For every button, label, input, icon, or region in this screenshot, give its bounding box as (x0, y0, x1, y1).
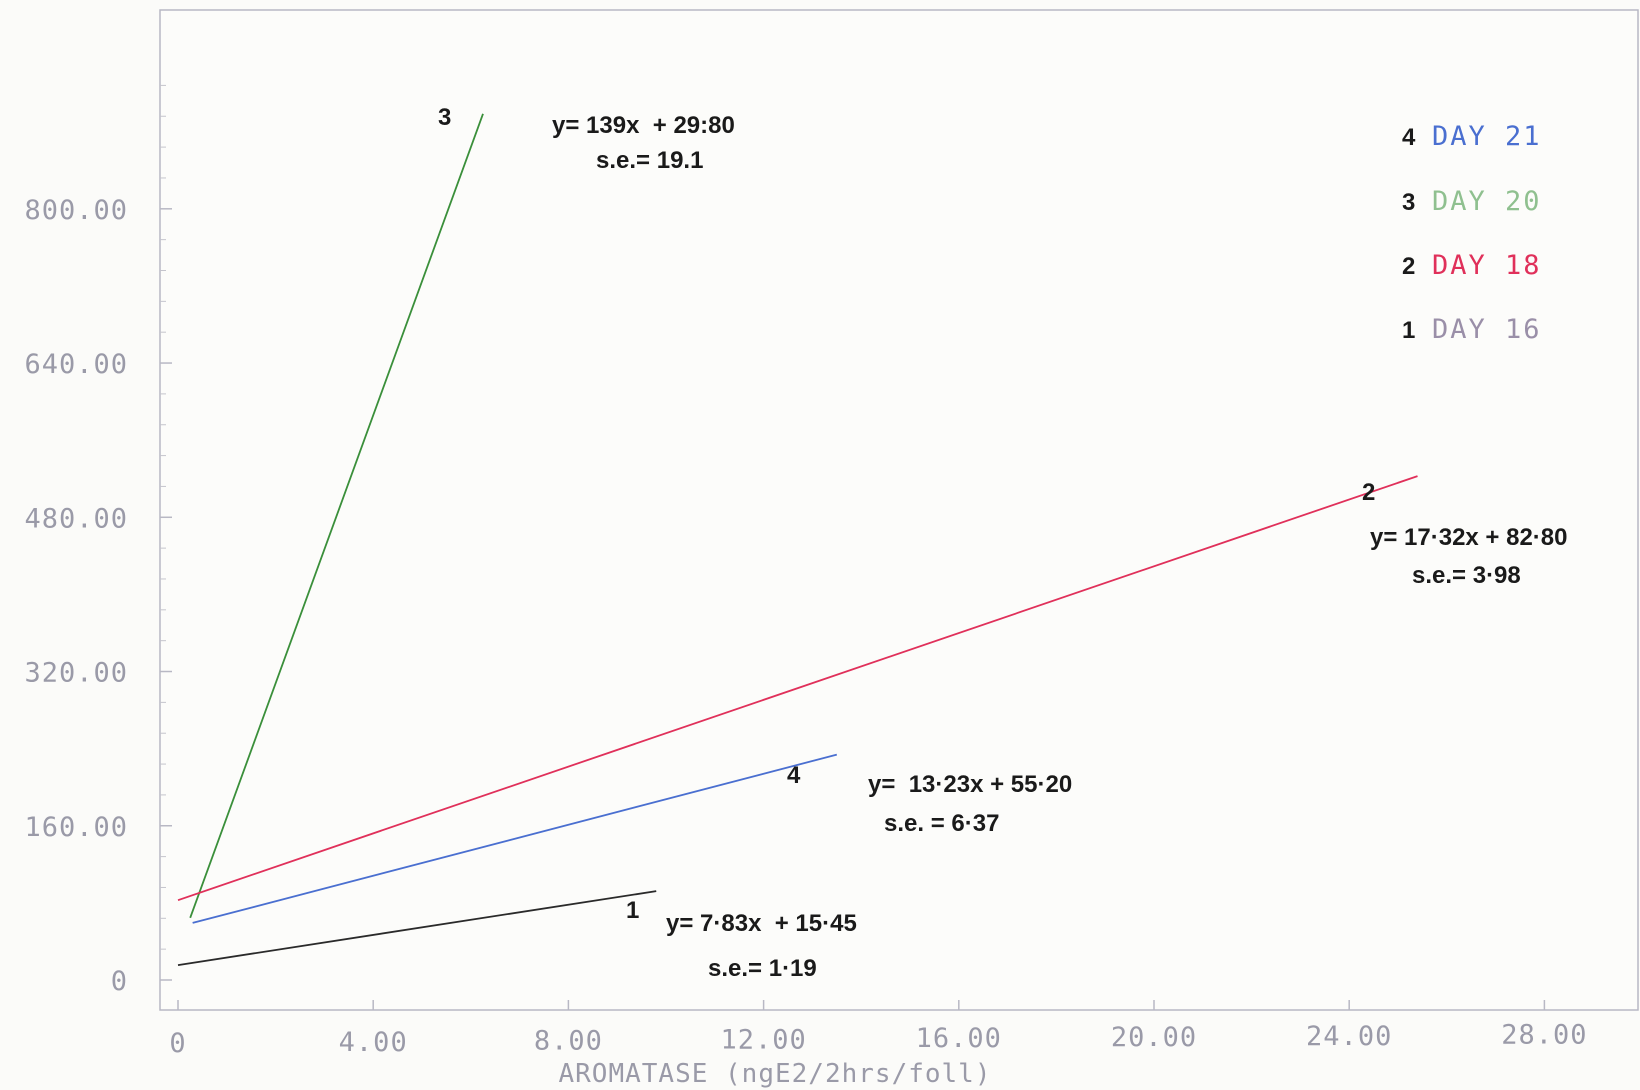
equation-series-4: y= 13·23x + 55·20 (868, 771, 1072, 798)
legend-num-3: 3 (1402, 189, 1415, 216)
legend-label-4: DAY 21 (1432, 121, 1542, 152)
equation-series-2: y= 17·32x + 82·80 (1370, 524, 1568, 551)
line-label-3: 3 (438, 104, 451, 131)
legend: 4 DAY 21 3 DAY 20 2 DAY 18 1 DAY 16 (1402, 121, 1542, 345)
x-tick-label: 24.00 (1306, 1021, 1392, 1052)
series-line-3 (189, 113, 484, 919)
y-ticks: 0 160.00 320.00 480.00 640.00 800.00 (24, 195, 172, 997)
series-line-2 (177, 475, 1418, 902)
x-tick-label: 4.00 (339, 1027, 408, 1058)
x-tick-label: 0 (169, 1028, 186, 1059)
series-lines (177, 113, 1418, 966)
line-label-4: 4 (787, 762, 801, 789)
y-tick-label: 0 (111, 966, 128, 997)
line-label-2: 2 (1362, 479, 1375, 506)
legend-label-3: DAY 20 (1432, 186, 1542, 217)
legend-label-1: DAY 16 (1432, 314, 1542, 345)
y-tick-label: 160.00 (24, 812, 128, 843)
x-axis-title: AROMATASE (ngE2/2hrs/foll) (559, 1059, 992, 1089)
x-tick-label: 8.00 (534, 1026, 603, 1057)
y-tick-label: 320.00 (24, 658, 128, 689)
equation-series-1: y= 7·83x + 15·45 (666, 910, 857, 937)
x-tick-label: 16.00 (916, 1023, 1002, 1054)
legend-num-1: 1 (1402, 317, 1415, 344)
se-series-2: s.e.= 3·98 (1412, 562, 1521, 589)
series-line-4 (192, 753, 838, 924)
y-tick-label: 480.00 (24, 503, 128, 534)
x-tick-label: 12.00 (720, 1024, 806, 1055)
legend-label-2: DAY 18 (1432, 250, 1542, 281)
plot-frame (159, 9, 1639, 1011)
x-ticks: 0 4.00 8.00 12.00 16.00 20.00 24.00 28.00 (169, 1000, 1587, 1059)
y-minor-ticks (160, 84, 166, 950)
equation-series-3: y= 139x + 29:80 (552, 112, 735, 139)
line-label-1: 1 (626, 897, 639, 924)
x-tick-label: 28.00 (1501, 1020, 1587, 1051)
series-line-1 (177, 890, 657, 966)
se-series-1: s.e.= 1·19 (708, 955, 817, 982)
legend-num-2: 2 (1402, 253, 1415, 280)
se-series-4: s.e. = 6·37 (884, 810, 999, 837)
legend-num-4: 4 (1402, 124, 1416, 151)
x-tick-label: 20.00 (1111, 1022, 1197, 1053)
y-tick-label: 640.00 (24, 349, 128, 380)
y-tick-label: 800.00 (24, 195, 128, 226)
se-series-3: s.e.= 19.1 (596, 147, 703, 174)
